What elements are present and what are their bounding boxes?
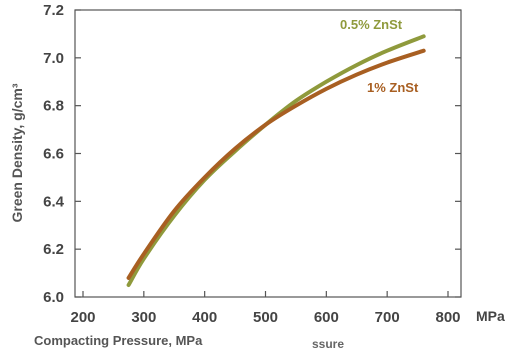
y-tick-label: 6.6 [43,146,64,163]
series-line [126,48,426,280]
y-tick-label: 6.0 [43,289,64,306]
x-tick-label: 600 [314,309,339,326]
series-label: 1% ZnSt [367,80,419,95]
y-axis-label: Green Density, g/cm³ [9,83,25,222]
y-tick-label: 6.4 [43,193,65,210]
x-tick-label: 300 [131,309,156,326]
series-label: 0.5% ZnSt [340,17,403,32]
y-tick-label: 7.2 [43,2,64,19]
x-tick-label: 400 [192,309,217,326]
plot-frame [74,9,462,298]
series-lines [126,34,426,287]
x-axis-unit: MPa [476,308,505,324]
x-tick-label: 800 [435,309,460,326]
series-line [126,34,426,287]
y-tick-label: 6.2 [43,241,64,258]
y-axis-ticks: 6.0 6.2 6.4 6.6 6.8 7.0 7.2 [43,2,461,306]
y-tick-label: 6.8 [43,98,64,115]
x-tick-label: 700 [375,309,400,326]
series-labels: 0.5% ZnSt 1% ZnSt [340,17,419,95]
x-tick-label: 500 [253,309,278,326]
x-axis-label: Compacting Pressure, MPa [34,333,203,348]
y-tick-label: 7.0 [43,50,64,67]
plot-area [74,9,462,298]
x-tick-label: 200 [70,309,95,326]
cropped-caption-fragment: ssure [312,337,344,351]
x-axis-ticks: 200 300 400 500 600 700 800 [70,291,461,326]
